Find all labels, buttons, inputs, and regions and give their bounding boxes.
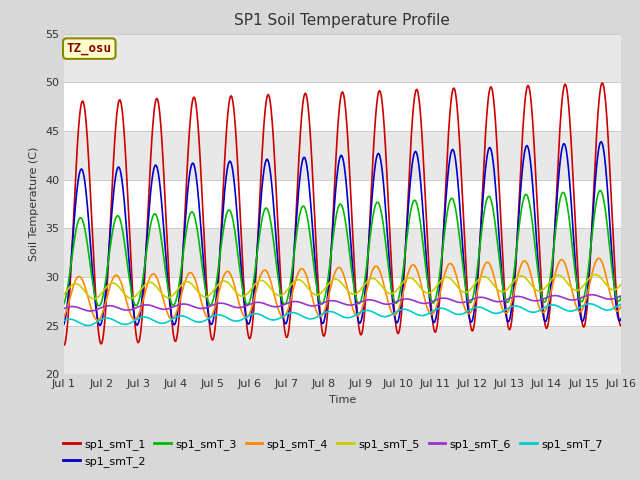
- sp1_smT_4: [584, 292, 591, 298]
- Line: sp1_smT_6: sp1_smT_6: [64, 295, 621, 311]
- sp1_smT_1: [216, 265, 223, 271]
- sp1_smT_7: [216, 312, 223, 318]
- Bar: [64, 34, 621, 82]
- sp1_smT_2: [216, 255, 223, 261]
- Bar: [64, 131, 621, 180]
- sp1_smT_2: [597, 139, 605, 144]
- sp1_smT_2: [371, 166, 379, 171]
- sp1_smT_1: [583, 305, 591, 311]
- sp1_smT_5: [584, 278, 591, 284]
- sp1_smT_6: [60, 306, 68, 312]
- sp1_smT_4: [504, 308, 512, 314]
- sp1_smT_3: [371, 204, 379, 210]
- sp1_smT_1: [617, 323, 625, 329]
- sp1_smT_7: [60, 318, 68, 324]
- sp1_smT_4: [216, 287, 223, 293]
- sp1_smT_5: [216, 280, 223, 286]
- Y-axis label: Soil Temperature (C): Soil Temperature (C): [29, 147, 40, 261]
- sp1_smT_5: [359, 284, 367, 290]
- Bar: [64, 228, 621, 277]
- sp1_smT_7: [359, 308, 367, 314]
- sp1_smT_6: [371, 298, 379, 304]
- Line: sp1_smT_7: sp1_smT_7: [64, 304, 621, 325]
- sp1_smT_2: [617, 316, 625, 322]
- sp1_smT_1: [568, 146, 575, 152]
- sp1_smT_6: [216, 300, 223, 306]
- sp1_smT_5: [371, 276, 379, 282]
- sp1_smT_2: [504, 319, 512, 324]
- sp1_smT_4: [595, 255, 602, 261]
- sp1_smT_5: [591, 272, 599, 277]
- sp1_smT_3: [568, 239, 575, 245]
- sp1_smT_3: [584, 276, 591, 281]
- sp1_smT_2: [96, 323, 104, 328]
- sp1_smT_3: [596, 188, 604, 193]
- sp1_smT_1: [504, 324, 512, 329]
- sp1_smT_6: [588, 292, 596, 298]
- sp1_smT_1: [371, 129, 378, 135]
- Line: sp1_smT_4: sp1_smT_4: [64, 258, 621, 320]
- sp1_smT_7: [586, 301, 593, 307]
- sp1_smT_1: [358, 328, 366, 334]
- Line: sp1_smT_5: sp1_smT_5: [64, 275, 621, 299]
- sp1_smT_7: [504, 305, 512, 311]
- sp1_smT_5: [568, 285, 575, 291]
- Line: sp1_smT_3: sp1_smT_3: [64, 191, 621, 306]
- sp1_smT_3: [60, 300, 68, 306]
- sp1_smT_5: [60, 291, 68, 297]
- sp1_smT_2: [60, 321, 68, 327]
- sp1_smT_7: [568, 308, 575, 314]
- sp1_smT_6: [359, 298, 367, 304]
- Legend: sp1_smT_1, sp1_smT_2, sp1_smT_3, sp1_smT_4, sp1_smT_5, sp1_smT_6, sp1_smT_7: sp1_smT_1, sp1_smT_2, sp1_smT_3, sp1_smT…: [58, 435, 607, 471]
- sp1_smT_3: [359, 291, 367, 297]
- sp1_smT_7: [84, 323, 92, 328]
- sp1_smT_2: [359, 311, 367, 316]
- sp1_smT_6: [568, 297, 575, 303]
- sp1_smT_6: [86, 308, 94, 314]
- sp1_smT_3: [216, 256, 223, 262]
- sp1_smT_3: [617, 295, 625, 301]
- Text: TZ_osu: TZ_osu: [67, 42, 112, 55]
- sp1_smT_4: [93, 317, 101, 323]
- sp1_smT_4: [371, 264, 379, 270]
- sp1_smT_4: [359, 304, 367, 310]
- sp1_smT_3: [95, 303, 103, 309]
- sp1_smT_6: [617, 293, 625, 299]
- sp1_smT_5: [90, 296, 98, 302]
- sp1_smT_7: [584, 301, 591, 307]
- sp1_smT_1: [60, 342, 68, 348]
- sp1_smT_6: [504, 296, 512, 302]
- sp1_smT_1: [598, 80, 606, 86]
- Title: SP1 Soil Temperature Profile: SP1 Soil Temperature Profile: [234, 13, 451, 28]
- sp1_smT_6: [584, 293, 591, 299]
- Line: sp1_smT_1: sp1_smT_1: [64, 83, 621, 345]
- sp1_smT_2: [584, 290, 591, 296]
- sp1_smT_2: [568, 208, 575, 214]
- X-axis label: Time: Time: [329, 395, 356, 405]
- Line: sp1_smT_2: sp1_smT_2: [64, 142, 621, 325]
- sp1_smT_5: [504, 285, 512, 291]
- sp1_smT_4: [60, 314, 68, 320]
- sp1_smT_4: [568, 287, 575, 293]
- sp1_smT_5: [617, 282, 625, 288]
- sp1_smT_3: [504, 299, 512, 304]
- Bar: [64, 326, 621, 374]
- sp1_smT_4: [617, 303, 625, 309]
- sp1_smT_7: [617, 301, 625, 307]
- sp1_smT_7: [371, 310, 379, 316]
